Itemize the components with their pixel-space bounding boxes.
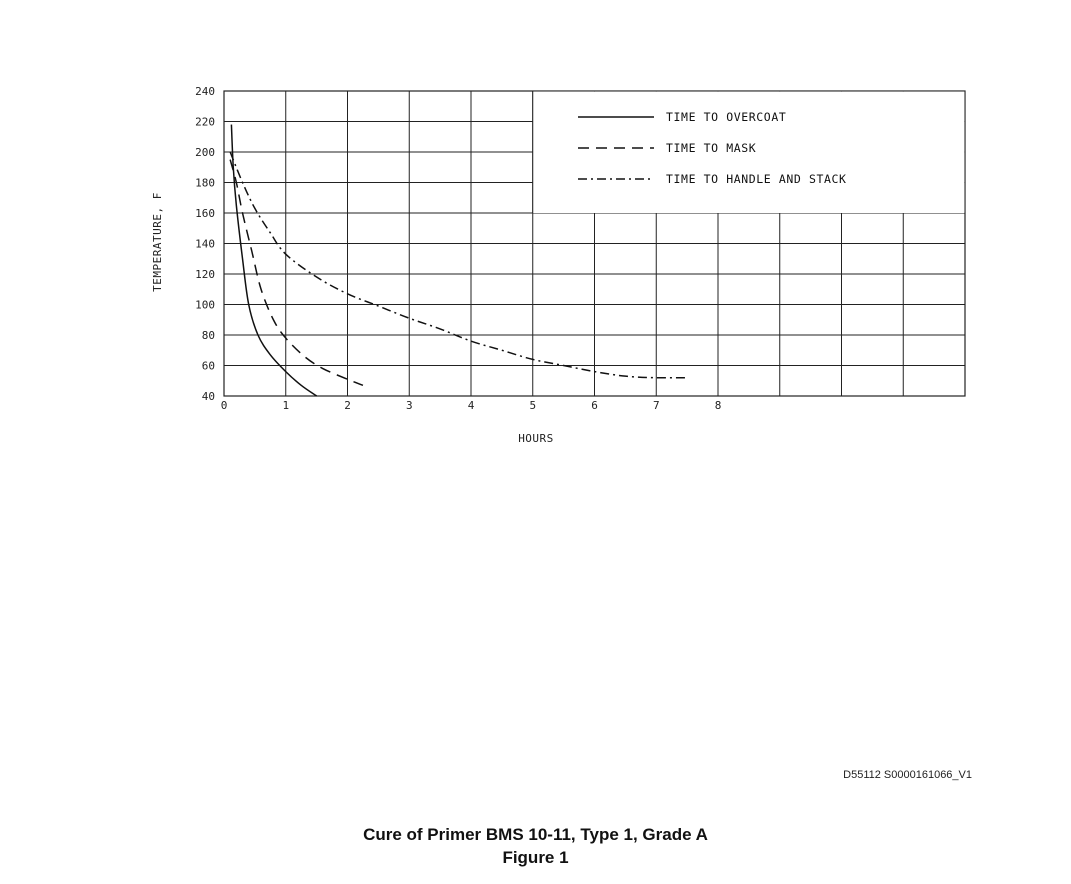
legend-label: TIME TO OVERCOAT	[666, 110, 786, 124]
x-tick-label: 3	[406, 399, 413, 412]
x-tick-label: 4	[468, 399, 475, 412]
y-tick-label: 100	[195, 299, 215, 312]
legend-background	[532, 91, 965, 213]
y-tick-label: 240	[195, 85, 215, 98]
plot-frame	[223, 90, 966, 397]
x-tick-label: 0	[221, 399, 228, 412]
y-tick-label: 200	[195, 146, 215, 159]
y-tick-label: 80	[202, 329, 215, 342]
x-tick-label: 5	[529, 399, 536, 412]
figure-caption-number: Figure 1	[502, 848, 569, 867]
legend-label: TIME TO MASK	[666, 141, 756, 155]
chart-series	[229, 124, 688, 397]
figure-caption-title: Cure of Primer BMS 10-11, Type 1, Grade …	[363, 825, 708, 844]
x-tick-label: 6	[591, 399, 598, 412]
y-tick-label: 160	[195, 207, 215, 220]
series-line-dash-dot	[229, 151, 688, 379]
series-line-dashed	[229, 159, 364, 387]
y-tick-label: 60	[202, 360, 215, 373]
y-tick-label: 220	[195, 116, 215, 129]
y-axis-label: TEMPERATURE, F	[151, 192, 164, 292]
legend-box	[532, 91, 965, 213]
x-tick-label: 7	[653, 399, 660, 412]
x-tick-label: 2	[344, 399, 351, 412]
y-tick-label: 120	[195, 268, 215, 281]
x-tick-label: 8	[715, 399, 722, 412]
y-tick-label: 140	[195, 238, 215, 251]
y-tick-label: 40	[202, 390, 215, 403]
legend-label: TIME TO HANDLE AND STACK	[666, 172, 847, 186]
x-axis-label: HOURS	[518, 432, 554, 445]
chart-ticks: 40 60 80 100 120 140 160 180 200 220 240 0 1 2 3 4 5 6 7 8	[195, 85, 721, 412]
series-line-solid	[230, 124, 318, 397]
x-tick-label: 1	[282, 399, 289, 412]
chart-legend: TIME TO OVERCOAT TIME TO MASK TIME TO HAND…	[578, 110, 847, 186]
document-id: D55112 S0000161066_V1	[843, 769, 972, 781]
y-tick-label: 180	[195, 177, 215, 190]
